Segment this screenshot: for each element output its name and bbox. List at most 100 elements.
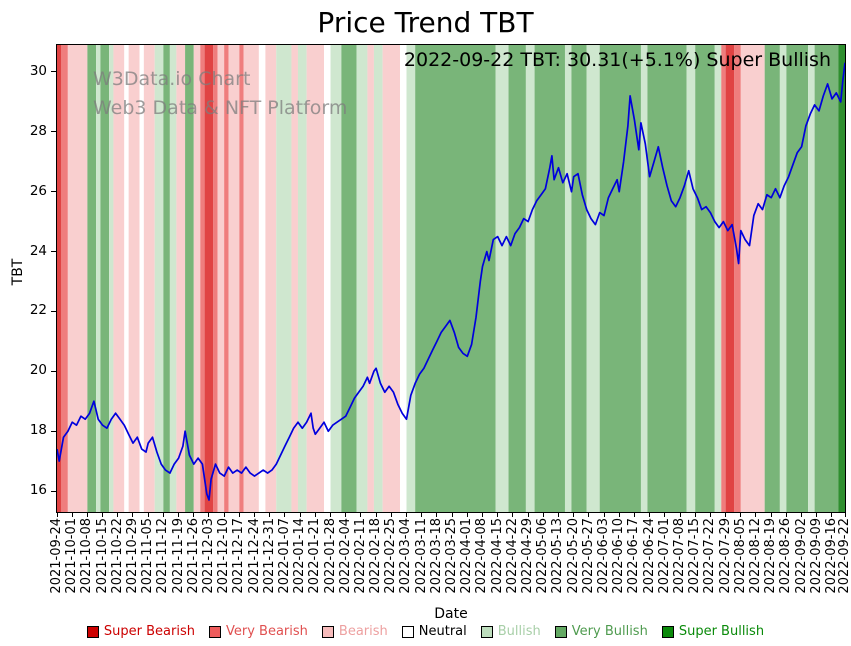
x-tick-mark bbox=[269, 513, 271, 517]
y-tick-mark bbox=[51, 71, 56, 73]
x-tick-text: 2021-10-29 bbox=[124, 518, 140, 594]
sentiment-band-bullish bbox=[154, 45, 164, 512]
x-tick-label: 2022-05-06 bbox=[535, 518, 551, 608]
legend-swatch-bearish bbox=[321, 625, 334, 638]
legend-item-very-bullish: Very Bullish bbox=[554, 624, 648, 639]
sentiment-band-neutral bbox=[399, 45, 407, 512]
x-tick-text: 2022-03-25 bbox=[444, 518, 460, 594]
sentiment-band-bearish bbox=[265, 45, 277, 512]
x-tick-text: 2022-04-29 bbox=[520, 518, 536, 594]
x-tick-text: 2022-06-24 bbox=[641, 518, 657, 594]
x-tick-mark bbox=[299, 513, 301, 517]
sentiment-band-bullish bbox=[169, 45, 177, 512]
legend-item-bearish: Bearish bbox=[321, 624, 388, 639]
x-tick-text: 2022-07-29 bbox=[717, 518, 733, 594]
x-tick-mark bbox=[405, 513, 407, 517]
x-tick-label: 2022-01-21 bbox=[307, 518, 323, 608]
sentiment-band-bullish bbox=[495, 45, 509, 512]
sentiment-band-bullish bbox=[640, 45, 648, 512]
y-tick-label: 24 bbox=[29, 242, 47, 259]
legend-label: Bullish bbox=[497, 624, 541, 639]
x-tick-text: 2022-01-28 bbox=[322, 518, 338, 594]
sentiment-band-very_bearish bbox=[200, 45, 205, 512]
x-tick-label: 2021-12-31 bbox=[262, 518, 278, 608]
x-tick-label: 2021-11-19 bbox=[171, 518, 187, 608]
x-tick-label: 2022-07-29 bbox=[718, 518, 734, 608]
x-tick-label: 2021-10-22 bbox=[110, 518, 126, 608]
x-tick-mark bbox=[770, 513, 772, 517]
sentiment-band-neutral bbox=[124, 45, 129, 512]
x-tick-text: 2022-08-12 bbox=[747, 518, 763, 594]
sentiment-band-very_bullish bbox=[508, 45, 526, 512]
sentiment-band-bullish bbox=[586, 45, 600, 512]
y-tick-label: 18 bbox=[29, 422, 47, 439]
x-tick-label: 2022-08-12 bbox=[748, 518, 764, 608]
x-tick-label: 2022-02-25 bbox=[383, 518, 399, 608]
x-tick-text: 2021-11-26 bbox=[185, 518, 201, 594]
x-tick-text: 2021-10-22 bbox=[109, 518, 125, 594]
x-tick-label: 2022-02-18 bbox=[368, 518, 384, 608]
x-tick-mark bbox=[71, 513, 73, 517]
legend-item-very-bearish: Very Bearish bbox=[209, 624, 308, 639]
sentiment-band-bullish bbox=[525, 45, 535, 512]
sentiment-band-bullish bbox=[276, 45, 292, 512]
x-tick-label: 2022-04-01 bbox=[459, 518, 475, 608]
y-tick-label: 20 bbox=[29, 362, 47, 379]
x-tick-label: 2021-10-01 bbox=[64, 518, 80, 608]
y-tick-mark bbox=[51, 251, 56, 253]
sentiment-band-bearish bbox=[228, 45, 240, 512]
sentiment-band-bullish bbox=[686, 45, 696, 512]
sentiment-band-very_bullish bbox=[571, 45, 587, 512]
sentiment-band-bearish bbox=[67, 45, 88, 512]
x-tick-mark bbox=[831, 513, 833, 517]
x-tick-text: 2021-12-31 bbox=[261, 518, 277, 594]
x-tick-text: 2022-07-22 bbox=[702, 518, 718, 594]
x-tick-text: 2022-05-06 bbox=[535, 518, 551, 594]
x-tick-label: 2022-09-02 bbox=[794, 518, 810, 608]
sentiment-band-bearish bbox=[113, 45, 125, 512]
sentiment-band-very_bearish bbox=[734, 45, 741, 512]
legend-swatch-super-bullish bbox=[661, 625, 674, 638]
legend-swatch-bullish bbox=[480, 625, 493, 638]
sentiment-band-bullish bbox=[714, 45, 722, 512]
x-tick-mark bbox=[345, 513, 347, 517]
x-tick-mark bbox=[223, 513, 225, 517]
x-tick-mark bbox=[314, 513, 316, 517]
x-tick-label: 2022-03-18 bbox=[429, 518, 445, 608]
x-tick-label: 2021-11-26 bbox=[186, 518, 202, 608]
x-tick-label: 2022-03-11 bbox=[414, 518, 430, 608]
x-tick-mark bbox=[56, 513, 58, 517]
sentiment-band-super_bearish bbox=[204, 45, 214, 512]
x-tick-mark bbox=[785, 513, 787, 517]
x-tick-mark bbox=[633, 513, 635, 517]
x-tick-text: 2021-10-15 bbox=[94, 518, 110, 594]
x-tick-mark bbox=[436, 513, 438, 517]
x-tick-mark bbox=[254, 513, 256, 517]
x-tick-mark bbox=[679, 513, 681, 517]
x-tick-text: 2021-12-03 bbox=[200, 518, 216, 594]
x-tick-label: 2022-09-09 bbox=[809, 518, 825, 608]
x-tick-mark bbox=[421, 513, 423, 517]
sentiment-band-bearish bbox=[128, 45, 140, 512]
x-tick-mark bbox=[725, 513, 727, 517]
sentiment-band-bullish bbox=[779, 45, 787, 512]
x-tick-mark bbox=[117, 513, 119, 517]
x-axis-label: Date bbox=[434, 606, 468, 622]
plot-area: W3Data.io Chart Web3 Data & NFT Platform… bbox=[56, 44, 846, 513]
x-tick-label: 2021-10-15 bbox=[95, 518, 111, 608]
x-tick-text: 2022-02-11 bbox=[352, 518, 368, 594]
sentiment-band-very_bullish bbox=[341, 45, 357, 512]
legend-item-bullish: Bullish bbox=[480, 624, 541, 639]
sentiment-band-very_bearish bbox=[224, 45, 229, 512]
x-tick-text: 2022-04-15 bbox=[489, 518, 505, 594]
sentiment-band-bullish bbox=[109, 45, 114, 512]
x-tick-label: 2022-04-15 bbox=[490, 518, 506, 608]
x-tick-label: 2021-12-17 bbox=[231, 518, 247, 608]
sentiment-band-bearish bbox=[740, 45, 765, 512]
x-tick-text: 2021-09-24 bbox=[49, 518, 64, 594]
x-tick-mark bbox=[178, 513, 180, 517]
x-tick-mark bbox=[816, 513, 818, 517]
sentiment-band-very_bearish bbox=[721, 45, 726, 512]
x-tick-text: 2022-07-01 bbox=[656, 518, 672, 594]
x-tick-text: 2022-02-25 bbox=[383, 518, 399, 594]
